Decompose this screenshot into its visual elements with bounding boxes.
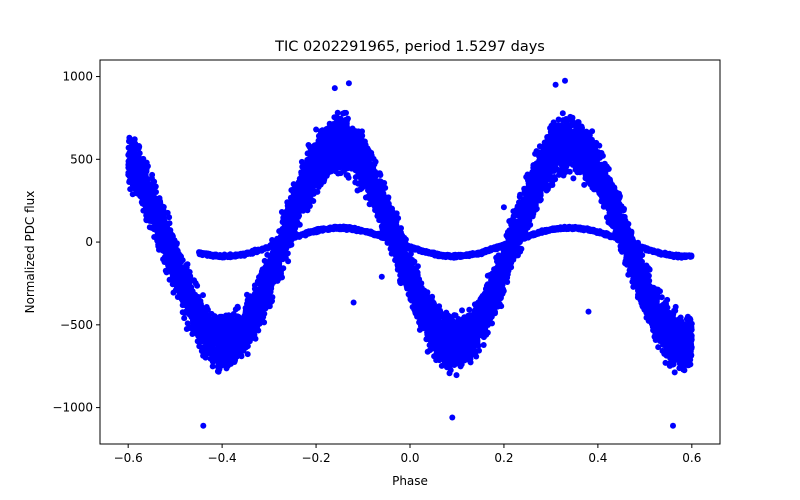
data-point <box>200 292 206 299</box>
data-point <box>570 175 577 182</box>
data-point <box>209 363 216 370</box>
data-point <box>416 326 423 333</box>
data-point <box>345 174 352 181</box>
data-point <box>559 110 566 117</box>
data-point <box>555 116 562 123</box>
data-point <box>581 181 588 188</box>
data-point <box>218 313 225 320</box>
data-point <box>279 274 285 281</box>
data-point <box>480 342 487 348</box>
data-point <box>655 344 662 351</box>
plot-area <box>99 59 721 445</box>
data-point <box>196 343 203 350</box>
chart-title: TIC 0202291965, period 1.5297 days <box>274 39 545 55</box>
data-points <box>125 77 695 429</box>
data-point <box>234 304 241 311</box>
